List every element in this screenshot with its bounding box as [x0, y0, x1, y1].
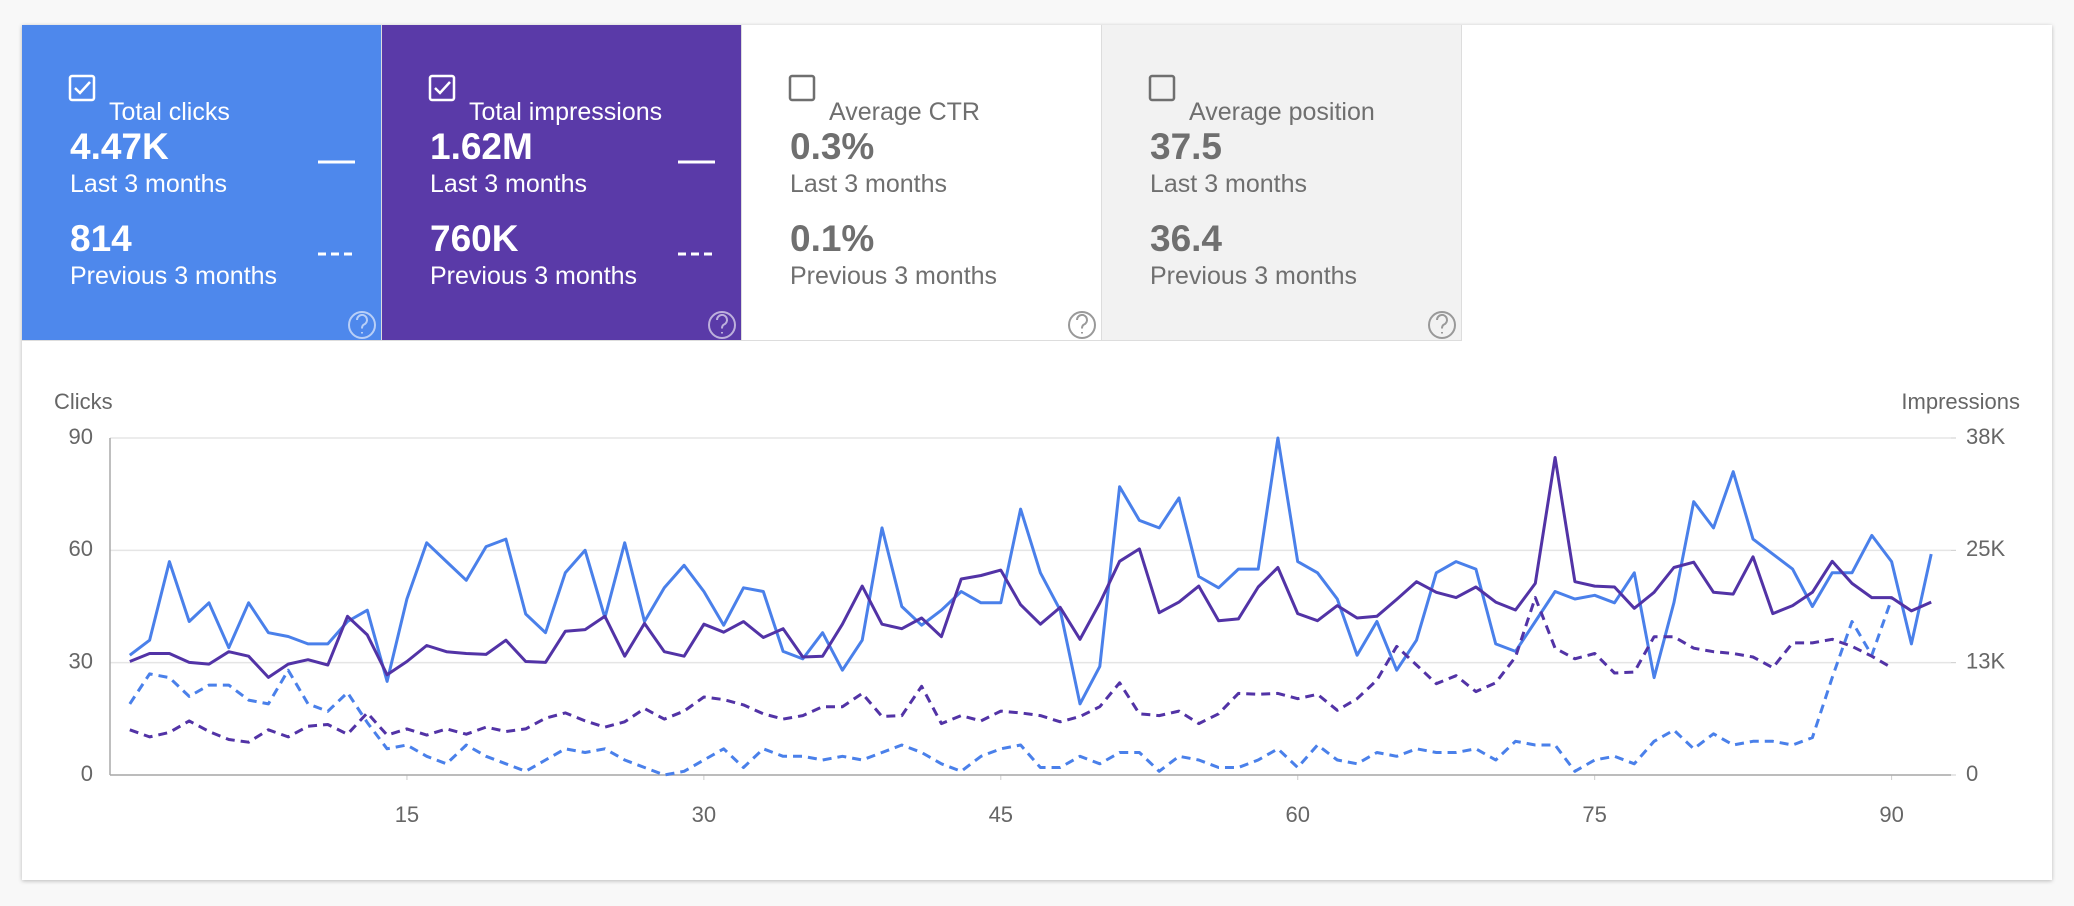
card-label: Average position [1189, 98, 1375, 126]
card-previous-value: 36.4 [1150, 218, 1223, 259]
card-previous-value: 760K [430, 218, 519, 259]
help-icon[interactable] [1068, 311, 1096, 339]
y-axis-label: Clicks [54, 389, 113, 414]
x-tick-label: 60 [1285, 802, 1309, 827]
y-tick-label: 0 [81, 761, 93, 786]
y2-tick-label: 38K [1966, 424, 2005, 449]
checkbox[interactable] [68, 74, 96, 102]
x-tick-label: 90 [1879, 802, 1903, 827]
checkmark [434, 81, 451, 95]
help-glyph [1075, 313, 1088, 334]
checkbox[interactable] [788, 74, 816, 102]
x-tick-label: 75 [1582, 802, 1606, 827]
card-icons [788, 74, 1096, 339]
x-tick-label: 30 [692, 802, 716, 827]
x-tick-label: 15 [395, 802, 419, 827]
card-previous-period: Previous 3 months [1150, 262, 1358, 290]
y2-axis-label: Impressions [1901, 389, 2020, 414]
previous-period-line [128, 598, 1894, 777]
card-previous-period: Previous 3 months [790, 262, 998, 290]
card-previous-period: Previous 3 months [70, 262, 278, 290]
current-period-line [128, 436, 1933, 706]
card-icons [68, 74, 376, 339]
y2-tick-label: 13K [1966, 648, 2005, 673]
card-previous-value: 814 [70, 218, 132, 259]
metric-card[interactable]: Total clicks 4.47K Last 3 months 814 Previou… [22, 25, 382, 341]
help-icon[interactable] [348, 311, 376, 339]
card-icons [428, 74, 736, 339]
card-previous-period: Previous 3 months [430, 262, 638, 290]
help-glyph [715, 313, 728, 334]
metric-card[interactable]: Total impressions 1.62M Last 3 months 760K P… [382, 25, 742, 341]
y-tick-label: 90 [69, 424, 93, 449]
card-period: Last 3 months [430, 170, 588, 198]
card-value: 0.3% [790, 126, 875, 167]
card-period: Last 3 months [70, 170, 228, 198]
card-value: 37.5 [1150, 126, 1223, 167]
help-icon[interactable] [708, 311, 736, 339]
y-tick-label: 60 [69, 536, 93, 561]
y2-tick-label: 25K [1966, 536, 2005, 561]
y2-tick-label: 0 [1966, 761, 1978, 786]
card-value: 1.62M [430, 126, 533, 167]
card-icons [1148, 74, 1456, 339]
checkmark [74, 81, 91, 95]
card-value: 4.47K [70, 126, 169, 167]
checkbox[interactable] [428, 74, 456, 102]
card-period: Last 3 months [790, 170, 948, 198]
previous-period-line [129, 596, 1893, 744]
card-label: Total impressions [469, 98, 663, 126]
checkbox[interactable] [1148, 74, 1176, 102]
x-tick-label: 45 [989, 802, 1013, 827]
card-period: Last 3 months [1150, 170, 1308, 198]
help-icon[interactable] [1428, 311, 1456, 339]
metric-card[interactable]: Average CTR 0.3% Last 3 months 0.1% Previous… [742, 25, 1102, 341]
metric-card[interactable]: Average position 37.5 Last 3 months 36.4 Pre… [1102, 25, 1462, 341]
card-label: Total clicks [109, 98, 230, 126]
card-previous-value: 0.1% [790, 218, 875, 259]
card-label: Average CTR [829, 98, 980, 126]
current-period-line [129, 456, 1932, 679]
y-tick-label: 30 [69, 648, 93, 673]
help-glyph [1435, 313, 1448, 334]
help-glyph [355, 313, 368, 334]
